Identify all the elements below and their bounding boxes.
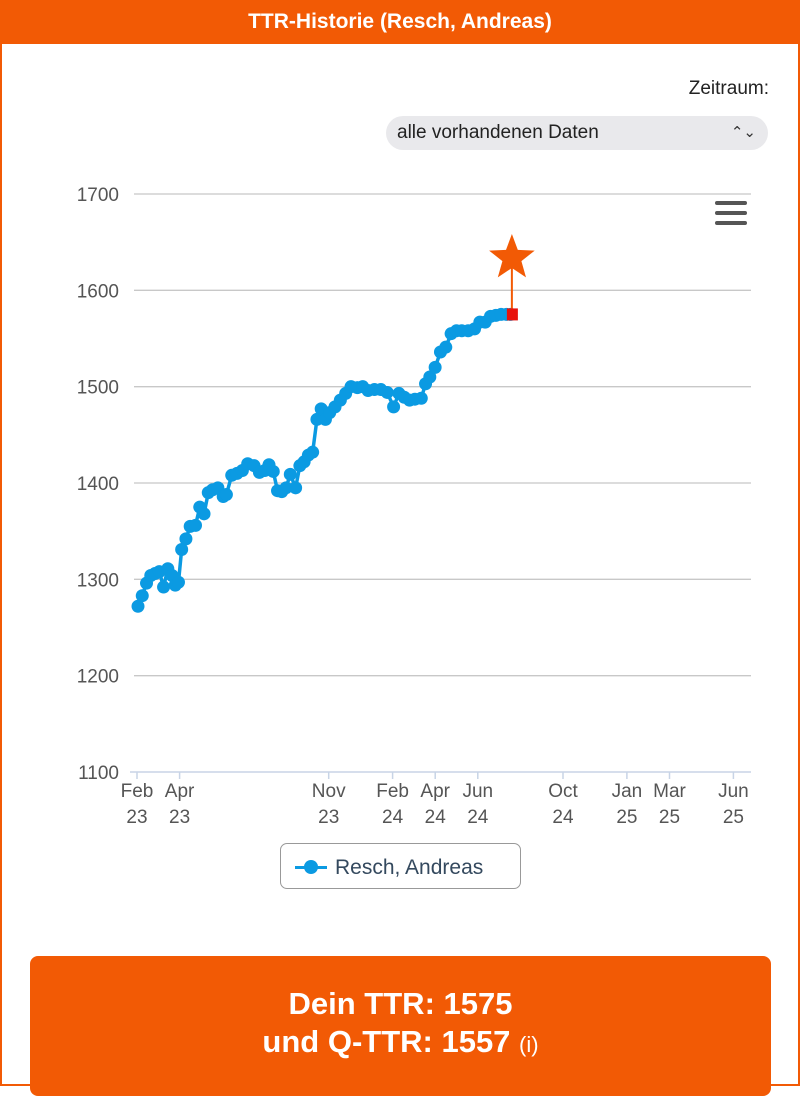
- x-tick-label-month: Feb: [121, 781, 154, 802]
- x-tick-label-year: 25: [659, 807, 680, 828]
- chart-legend[interactable]: Resch, Andreas: [280, 843, 521, 889]
- x-tick-label-month: Apr: [165, 781, 195, 802]
- x-tick-label-year: 25: [723, 807, 744, 828]
- info-link[interactable]: (i): [519, 1032, 539, 1057]
- hamburger-menu-icon[interactable]: [715, 201, 747, 225]
- y-tick-label: 1300: [77, 570, 119, 591]
- y-tick-label: 1700: [77, 185, 119, 206]
- data-point: [135, 589, 149, 603]
- x-tick-label-year: 23: [318, 807, 339, 828]
- legend-series-marker: [295, 860, 327, 874]
- y-tick-label: 1200: [77, 667, 119, 688]
- data-point: [283, 467, 297, 481]
- x-tick-label-month: Mar: [653, 781, 686, 802]
- y-tick-label: 1100: [78, 763, 119, 784]
- page-title: TTR-Historie (Resch, Andreas): [0, 0, 800, 44]
- data-point: [266, 464, 280, 478]
- y-tick-label: 1600: [77, 281, 119, 302]
- x-tick-label-year: 24: [552, 807, 574, 828]
- x-tick-label-year: 24: [467, 807, 489, 828]
- qttr-text: und Q-TTR: 1557: [262, 1024, 511, 1059]
- x-tick-label-month: Jun: [462, 781, 493, 802]
- ttr-summary-banner: Dein TTR: 1575 und Q-TTR: 1557 (i): [30, 956, 771, 1096]
- x-tick-label-year: 24: [382, 807, 404, 828]
- x-tick-label-month: Jun: [718, 781, 749, 802]
- y-tick-label: 1500: [77, 378, 119, 399]
- x-tick-label-month: Feb: [376, 781, 409, 802]
- data-point: [428, 360, 442, 374]
- series-line: [136, 312, 511, 607]
- star-icon: [489, 234, 535, 278]
- data-point: [289, 481, 303, 495]
- data-point: [423, 370, 437, 384]
- data-point: [387, 400, 401, 414]
- x-tick-label-year: 24: [425, 807, 447, 828]
- data-point: [179, 532, 193, 546]
- data-point: [414, 391, 428, 405]
- data-point: [175, 542, 189, 556]
- up-down-chevron-icon: ⌃⌄: [730, 124, 756, 141]
- x-tick-label-year: 23: [169, 807, 190, 828]
- data-point: [439, 340, 453, 354]
- qttr-value: und Q-TTR: 1557 (i): [30, 1024, 771, 1060]
- legend-series-label: Resch, Andreas: [335, 856, 484, 879]
- range-select-value: alle vorhandenen Daten: [397, 122, 599, 143]
- data-point: [279, 481, 293, 495]
- data-point: [131, 599, 145, 613]
- current-value-marker: [506, 308, 518, 321]
- data-point: [189, 518, 203, 532]
- range-label: Zeitraum:: [688, 78, 769, 99]
- x-tick-label-month: Apr: [420, 781, 450, 802]
- range-select[interactable]: alle vorhandenen Daten ⌃⌄: [386, 116, 768, 150]
- data-point: [157, 580, 171, 594]
- x-tick-label-month: Jan: [612, 781, 643, 802]
- data-point: [306, 445, 320, 459]
- data-point: [219, 488, 233, 502]
- x-tick-label-year: 25: [616, 807, 637, 828]
- data-point: [171, 575, 185, 589]
- x-tick-label-year: 23: [126, 807, 147, 828]
- data-point: [197, 507, 211, 521]
- x-tick-label-month: Nov: [312, 781, 346, 802]
- y-tick-label: 1400: [77, 474, 119, 495]
- ttr-value: Dein TTR: 1575: [288, 986, 513, 1021]
- ttr-chart: 1100 1200 1300 1400 1500 1600 1700 Feb 23 Apr 23 No…: [77, 185, 751, 828]
- x-tick-label-month: Oct: [548, 781, 578, 802]
- data-point: [380, 385, 394, 399]
